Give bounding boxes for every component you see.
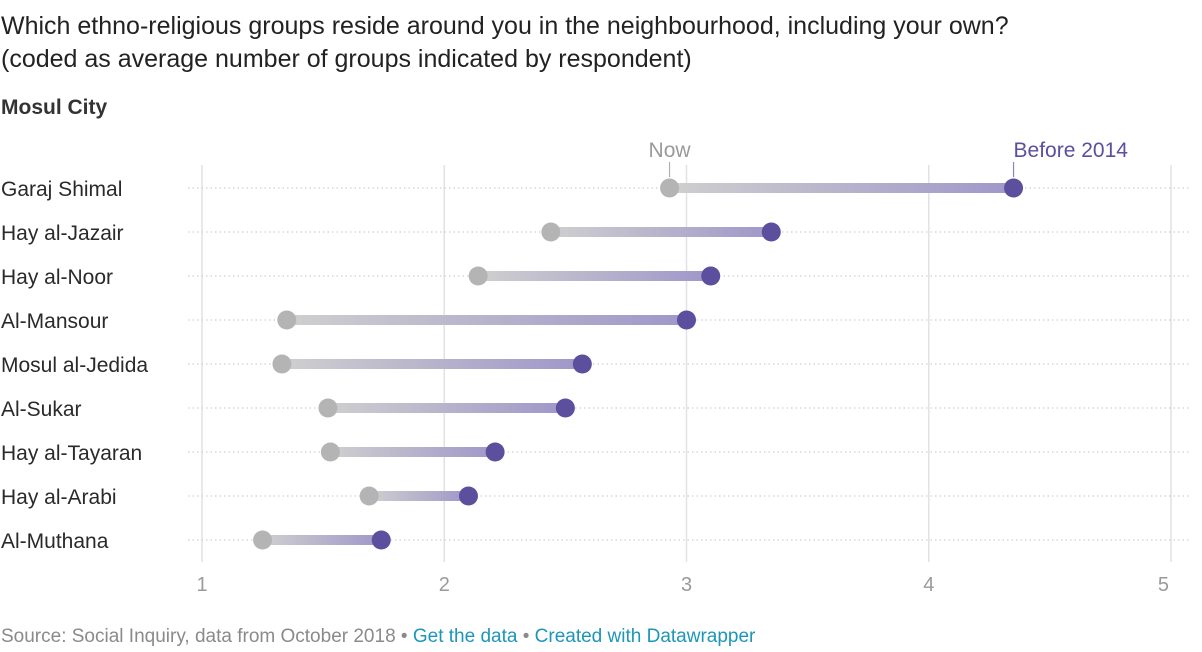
before-2014-annotation-label: Before 2014 xyxy=(1014,139,1129,162)
connector-bars xyxy=(262,183,1014,545)
category-label: Al-Muthana xyxy=(1,530,109,553)
connector-bar xyxy=(327,403,566,413)
data-points xyxy=(253,178,1024,550)
category-label: Hay al-Tayaran xyxy=(1,442,142,465)
before-2014-point xyxy=(761,222,781,242)
before-2014-point xyxy=(701,266,721,286)
before-2014-point xyxy=(572,354,592,374)
category-label: Hay al-Noor xyxy=(1,266,113,289)
connector-bar xyxy=(369,491,469,501)
before-2014-point xyxy=(677,310,696,330)
x-tick-label: 1 xyxy=(196,574,207,596)
connector-bar xyxy=(286,315,687,325)
now-point xyxy=(253,530,273,550)
category-label: Al-Mansour xyxy=(1,310,108,333)
connector-bar xyxy=(262,535,382,545)
now-point xyxy=(541,222,561,242)
before-2014-point xyxy=(1004,178,1024,198)
connector-bar xyxy=(281,359,583,369)
category-label: Al-Sukar xyxy=(1,398,82,421)
connector-bar xyxy=(669,183,1014,193)
now-point xyxy=(660,178,680,198)
footer-separator: • xyxy=(522,626,530,647)
now-annotation-label: Now xyxy=(649,139,692,162)
connector-bar xyxy=(330,447,496,457)
chart-title: Which ethno-religious groups reside arou… xyxy=(1,12,1009,73)
x-tick-label: 2 xyxy=(439,574,450,596)
now-point xyxy=(272,354,292,374)
footer-separator: • xyxy=(400,626,408,647)
connector-bar xyxy=(550,227,772,237)
now-point xyxy=(277,310,297,330)
now-point xyxy=(320,442,340,462)
created-with-datawrapper-link[interactable]: Created with Datawrapper xyxy=(534,626,756,647)
get-the-data-link[interactable]: Get the data xyxy=(412,626,518,647)
before-2014-point xyxy=(458,486,478,506)
before-2014-point xyxy=(485,442,505,462)
now-point xyxy=(359,486,379,506)
before-2014-point xyxy=(371,530,391,550)
category-label: Hay al-Jazair xyxy=(1,222,124,245)
category-labels: Garaj Shimal Hay al-Jazair Hay al-Noor Al-M… xyxy=(1,178,148,553)
now-point xyxy=(468,266,488,286)
x-tick-label: 4 xyxy=(923,574,934,596)
x-tick-label: 3 xyxy=(681,574,692,596)
source-note: Source: Social Inquiry, data from Octobe… xyxy=(1,626,396,647)
category-label: Garaj Shimal xyxy=(1,178,122,201)
x-tick-label: 5 xyxy=(1158,574,1169,596)
chart-subtitle: Mosul City xyxy=(1,96,108,119)
category-label: Mosul al-Jedida xyxy=(1,354,148,377)
x-axis-ticks: 1 2 3 4 5 xyxy=(196,574,1169,596)
series-annotations: Now Before 2014 xyxy=(649,139,1129,177)
before-2014-point xyxy=(555,398,575,418)
category-label: Hay al-Arabi xyxy=(1,486,117,509)
chart-footer: Source: Social Inquiry, data from Octobe… xyxy=(1,626,755,648)
now-point xyxy=(318,398,338,418)
connector-bar xyxy=(478,271,711,281)
dumbbell-chart: Garaj Shimal Hay al-Jazair Hay al-Noor Al-M… xyxy=(1,139,1190,596)
